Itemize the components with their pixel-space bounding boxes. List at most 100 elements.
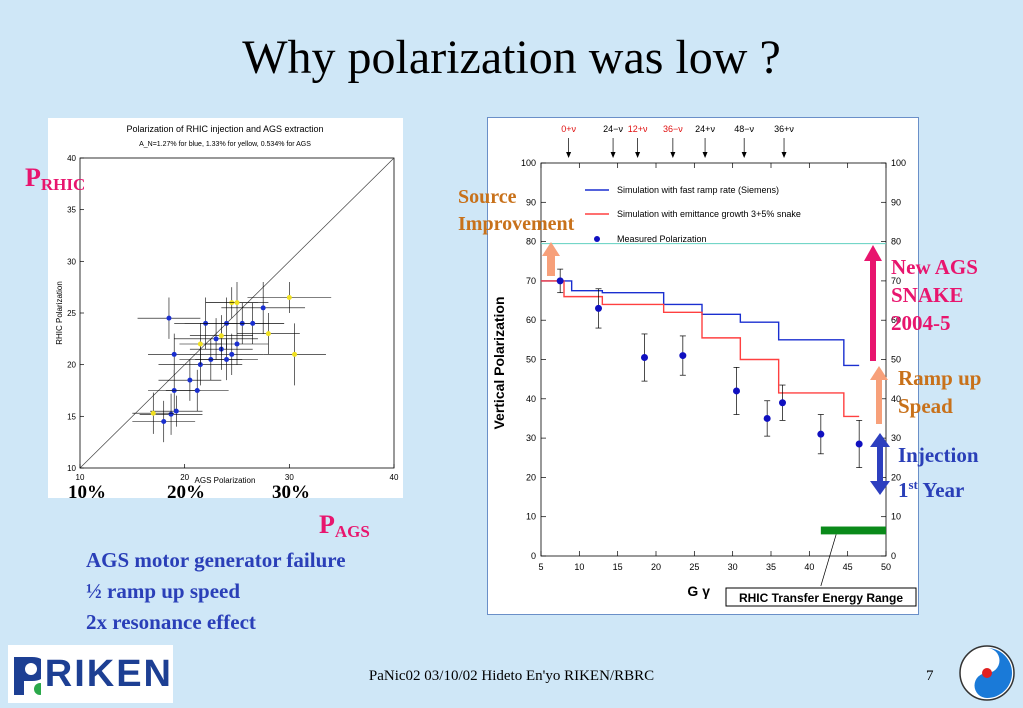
- data-point: [221, 302, 285, 344]
- point-marker: [197, 341, 203, 347]
- measured-point: [763, 400, 771, 437]
- left-chart-title: Polarization of RHIC injection and AGS e…: [126, 124, 323, 134]
- transfer-range-box: [725, 587, 917, 607]
- data-point: [263, 323, 326, 386]
- y-tick-label-right: 20: [891, 472, 901, 482]
- y-tick-label-right: 90: [891, 197, 901, 207]
- measured-point: [641, 333, 648, 382]
- p-ags-letter: P: [319, 510, 335, 539]
- x-tick-label: 30: [285, 473, 294, 482]
- first-year-sup: st: [908, 477, 918, 492]
- x-tick-label: 25: [689, 562, 699, 572]
- pct-10-label: 10%: [68, 482, 106, 503]
- note-line: AGS motor generator failure: [86, 548, 346, 572]
- resonance-arrow-head: [670, 152, 676, 158]
- y-tick-label-right: 100: [891, 158, 906, 168]
- resonance-arrow-head: [610, 152, 616, 158]
- x-tick-label: 10: [574, 562, 584, 572]
- x-tick-label: 20: [180, 473, 189, 482]
- p-ags-label: PAGS: [319, 510, 370, 542]
- y-tick-label: 0: [531, 551, 536, 561]
- new-ags-snake-label: New AGS SNAKE 2004-5: [891, 253, 978, 337]
- point-marker: [150, 410, 156, 416]
- left-chart-svg: Polarization of RHIC injection and AGS e…: [55, 124, 399, 485]
- point-marker: [197, 362, 203, 368]
- y-tick-label: 10: [526, 512, 536, 522]
- snake-line3: 2004-5: [891, 311, 951, 335]
- simulation-line: [541, 280, 860, 367]
- point-marker: [224, 357, 230, 362]
- x-tick-label: 40: [390, 473, 399, 482]
- point-marker: [166, 315, 172, 321]
- x-tick-label: 40: [804, 562, 814, 572]
- transfer-pointer-line: [820, 534, 837, 587]
- point-marker: [817, 430, 825, 438]
- y-tick-label: 50: [526, 355, 536, 365]
- y-tick-label: 30: [67, 257, 76, 266]
- x-tick-label: 45: [843, 562, 853, 572]
- source-improvement-line1: Source: [458, 186, 517, 208]
- snake-line1: New AGS: [891, 255, 978, 279]
- measured-point: [595, 288, 602, 329]
- y-tick-label: 60: [526, 315, 536, 325]
- data-point: [150, 395, 203, 427]
- first-year-rest: Year: [917, 478, 965, 502]
- data-point: [237, 313, 300, 355]
- data-point: [189, 315, 253, 357]
- x-tick-label: 15: [613, 562, 623, 572]
- point-marker: [218, 333, 224, 339]
- y-tick-label: 10: [67, 464, 76, 473]
- transfer-range-label: RHIC Transfer Energy Range: [739, 591, 903, 605]
- injection-line1: Injection: [898, 443, 979, 467]
- y-axis-label: RHIC Polarization: [55, 281, 64, 345]
- x-tick-label: 20: [651, 562, 661, 572]
- left-chart-subtitle: A_N=1.27% for blue, 1.33% for yellow, 0.…: [139, 141, 311, 148]
- p-rhic-letter: P: [25, 163, 41, 192]
- measured-point: [817, 414, 825, 455]
- x-tick-label: 5: [538, 562, 543, 572]
- right-plot-frame: [540, 162, 887, 557]
- point-marker: [168, 411, 174, 417]
- resonance-arrow-head: [702, 152, 708, 158]
- y-tick-label: 70: [526, 276, 536, 286]
- y-tick-label: 40: [526, 394, 536, 404]
- note-line: ½ ramp up speed: [86, 579, 241, 603]
- injection-label: Injection 1st Year: [898, 441, 979, 505]
- y-tick-label-right: 50: [891, 355, 901, 365]
- injection-line2: 1st Year: [898, 470, 979, 505]
- first-year-num: 1: [898, 478, 909, 502]
- point-marker: [194, 388, 200, 393]
- data-point: [195, 338, 258, 381]
- point-marker: [173, 408, 179, 414]
- data-point: [205, 282, 269, 324]
- x-tick-label: 10: [76, 473, 85, 482]
- footer-text: PaNic02 03/10/02 Hideto En'yo RIKEN/RBRC: [368, 668, 655, 684]
- y-tick-label: 90: [526, 197, 536, 207]
- point-marker: [641, 354, 648, 362]
- data-point: [200, 333, 264, 375]
- data-point: [221, 282, 306, 334]
- resonance-arrow-head: [741, 152, 747, 158]
- data-point: [174, 318, 258, 360]
- riken-logo-icon: [14, 657, 41, 695]
- point-marker: [229, 351, 235, 357]
- data-point: [132, 392, 175, 434]
- y-tick-label-right: 30: [891, 433, 901, 443]
- y-tick-label: 15: [67, 412, 76, 421]
- x-tick-label: 30: [728, 562, 738, 572]
- point-marker: [595, 304, 602, 312]
- slide-title: Why polarization was low ?: [242, 31, 781, 84]
- legend-label: Measured Polarization: [617, 234, 707, 244]
- measured-point: [779, 384, 786, 421]
- data-point: [158, 359, 222, 401]
- ramp-up-label: Ramp up Spead: [898, 364, 981, 420]
- y-tick-label: 100: [521, 158, 536, 168]
- y-tick-label-right: 0: [891, 551, 896, 561]
- rbrc-emblem-icon: [959, 645, 1015, 701]
- data-point: [137, 297, 201, 339]
- data-point: [148, 333, 201, 375]
- point-marker: [292, 351, 298, 357]
- x-axis-label: AGS Polarization: [195, 476, 256, 485]
- point-marker: [733, 387, 740, 395]
- y-tick-label-right: 60: [891, 315, 901, 325]
